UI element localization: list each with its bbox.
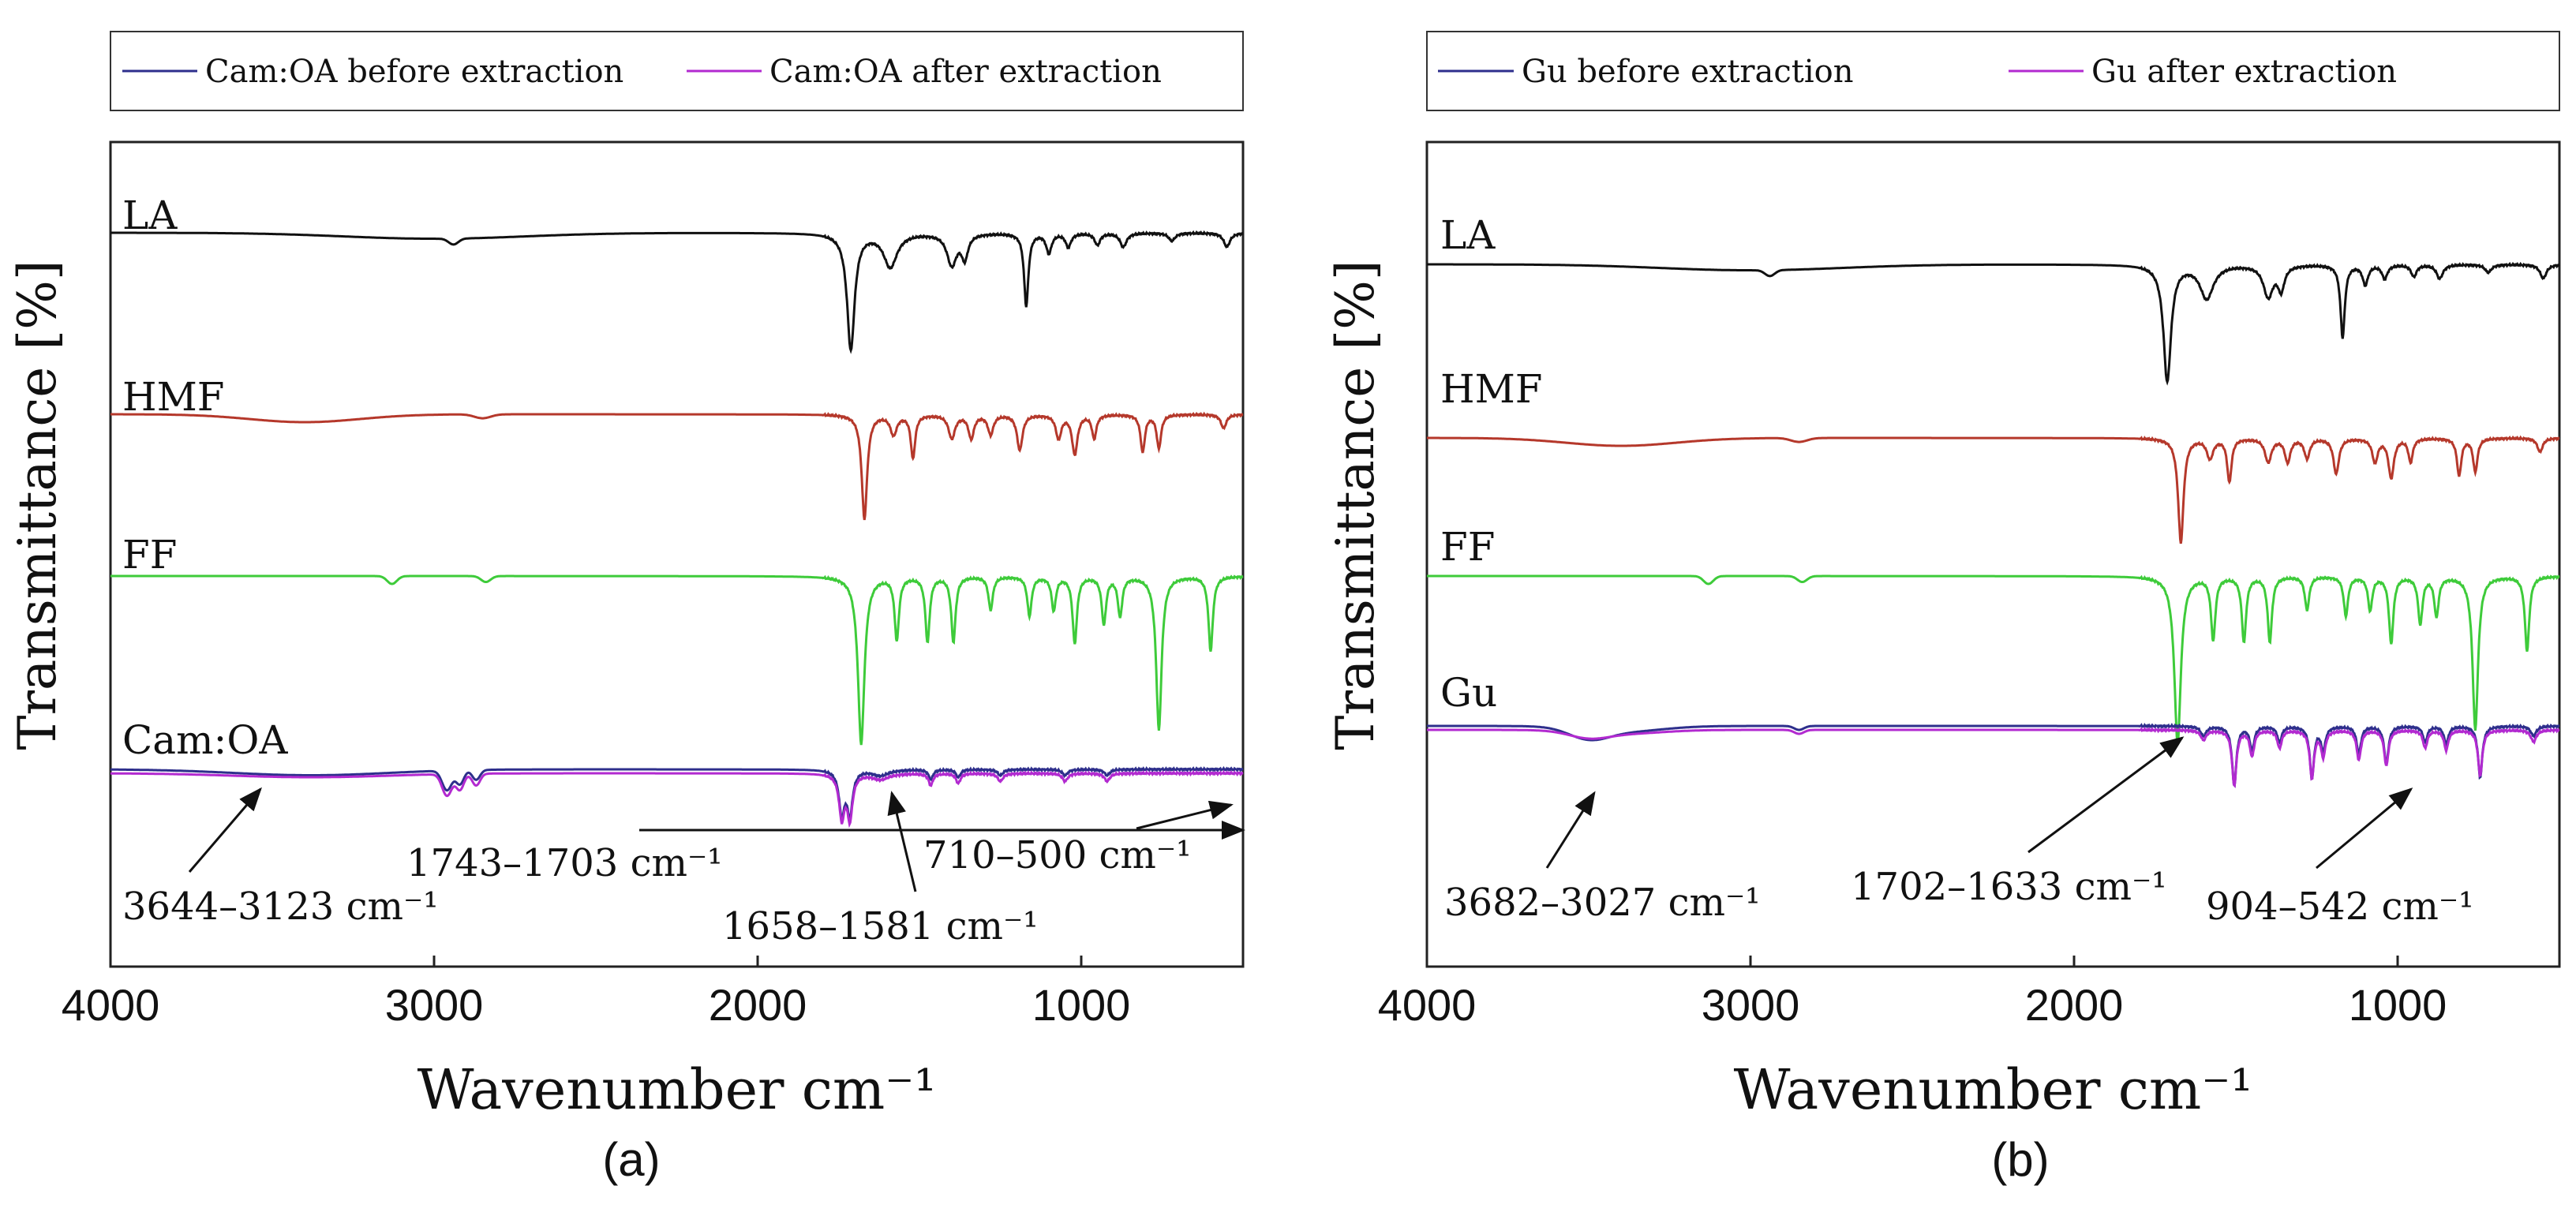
annotation-arrow xyxy=(1136,800,1234,830)
annotation-arrow xyxy=(1545,791,1596,869)
panel-b: Gu before extraction Gu after extraction 4… xyxy=(1325,31,2561,1186)
legend-entry: Gu after extraction xyxy=(2091,54,2397,90)
y-axis-label: Transmittance [%] xyxy=(1325,260,1386,750)
spectrum-line xyxy=(1427,723,2560,788)
legend-entry: Gu before extraction xyxy=(1522,54,1854,90)
trace-label: FF xyxy=(1440,524,1495,570)
panel-label: (a) xyxy=(602,1133,660,1186)
annotation-arrow xyxy=(2316,787,2413,870)
spectrum-line xyxy=(1427,727,2560,788)
legend-entry: Cam:OA after extraction xyxy=(769,54,1162,90)
peak-annotation: 1743–1703 cm⁻¹ xyxy=(406,841,723,885)
spectrum-line xyxy=(1427,435,2560,544)
legend-entry: Cam:OA before extraction xyxy=(205,54,623,90)
spectrum-line xyxy=(110,769,1244,829)
peak-annotation: 3682–3027 cm⁻¹ xyxy=(1444,881,1761,925)
x-tick-label: 2000 xyxy=(2025,980,2124,1030)
annotation-arrow xyxy=(2027,736,2185,854)
x-axis-label: Wavenumber cm⁻¹ xyxy=(1734,1057,2253,1122)
plot-frame xyxy=(109,140,1245,968)
trace-label: LA xyxy=(1440,212,1496,258)
trace-label: HMF xyxy=(1440,366,1543,412)
x-tick-label: 4000 xyxy=(62,980,160,1030)
trace-label: LA xyxy=(122,193,178,238)
x-tick-label: 3000 xyxy=(1702,980,1800,1030)
annotation-arrow xyxy=(188,787,262,873)
x-tick-label: 1000 xyxy=(2349,980,2447,1030)
panel-label: (b) xyxy=(1991,1133,2049,1186)
peak-annotation: 710–500 cm⁻¹ xyxy=(923,833,1191,877)
peak-annotation: 904–542 cm⁻¹ xyxy=(2206,885,2473,929)
plot-frame xyxy=(1425,140,2561,968)
peak-annotation: 1658–1581 cm⁻¹ xyxy=(722,904,1039,948)
spectrum-line xyxy=(110,230,1244,354)
peak-annotation: 1702–1633 cm⁻¹ xyxy=(1851,865,2167,909)
trace-label: FF xyxy=(122,532,177,578)
spectrum-line xyxy=(110,765,1244,825)
y-axis-label: Transmittance [%] xyxy=(7,260,68,750)
spectrum-line xyxy=(1427,261,2560,386)
spectrum-line xyxy=(110,574,1244,746)
spectrum-line xyxy=(110,411,1244,521)
x-tick-label: 3000 xyxy=(385,980,484,1030)
x-tick-label: 1000 xyxy=(1032,980,1131,1030)
x-tick-label: 4000 xyxy=(1378,980,1477,1030)
spectrum-line xyxy=(1427,574,2560,746)
trace-label: Gu xyxy=(1440,670,1497,716)
panel-a: Cam:OA before extraction Cam:OA after ext… xyxy=(7,31,1245,1186)
x-axis-label: Wavenumber cm⁻¹ xyxy=(417,1057,937,1122)
trace-label: Cam:OA xyxy=(122,717,288,763)
trace-label: HMF xyxy=(122,374,225,420)
peak-annotation: 3644–3123 cm⁻¹ xyxy=(122,885,439,929)
legend-box xyxy=(110,31,1244,111)
annotation-arrow xyxy=(887,791,917,892)
x-tick-label: 2000 xyxy=(709,980,807,1030)
legend-box xyxy=(1426,31,2560,111)
